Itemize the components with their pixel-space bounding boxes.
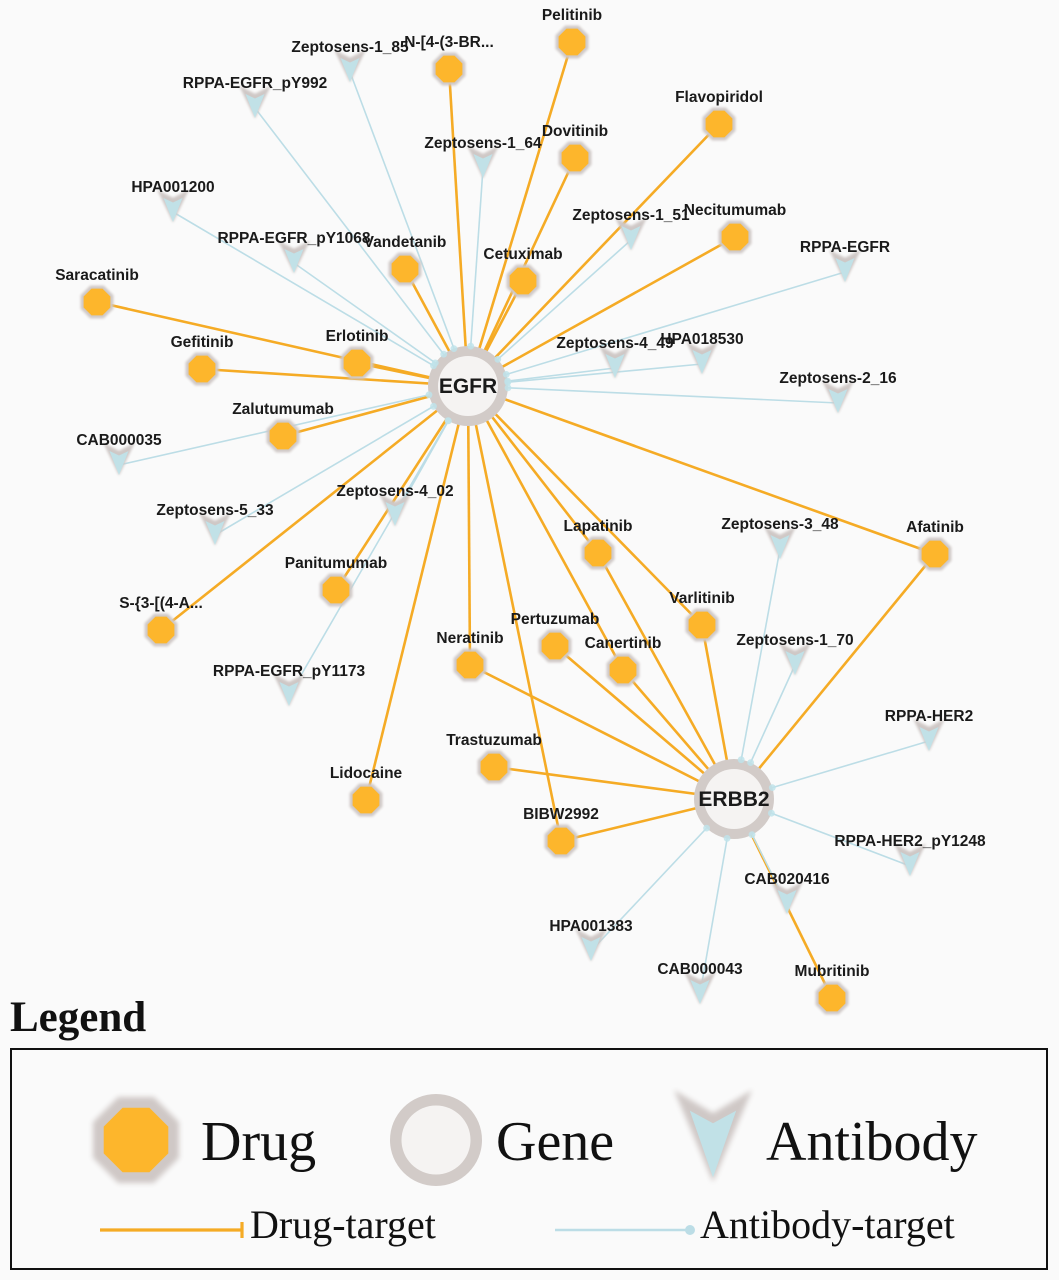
- svg-text:Gene: Gene: [496, 1111, 614, 1173]
- svg-text:RPPA-EGFR_pY1068: RPPA-EGFR_pY1068: [217, 230, 370, 247]
- svg-text:Erlotinib: Erlotinib: [326, 328, 389, 345]
- svg-text:Zeptosens-1_70: Zeptosens-1_70: [736, 632, 853, 649]
- svg-text:Canertinib: Canertinib: [585, 635, 662, 652]
- svg-text:Varlitinib: Varlitinib: [669, 590, 734, 607]
- svg-text:Zeptosens-1_51: Zeptosens-1_51: [572, 207, 690, 224]
- svg-text:Zeptosens-1_85: Zeptosens-1_85: [291, 39, 409, 56]
- svg-text:RPPA-HER2: RPPA-HER2: [885, 708, 973, 725]
- svg-text:Zeptosens-5_33: Zeptosens-5_33: [156, 502, 274, 519]
- svg-text:Saracatinib: Saracatinib: [55, 267, 139, 284]
- svg-text:Flavopiridol: Flavopiridol: [675, 89, 763, 106]
- svg-text:HPA001383: HPA001383: [549, 918, 633, 935]
- svg-text:RPPA-EGFR: RPPA-EGFR: [800, 239, 890, 256]
- svg-text:CAB000043: CAB000043: [657, 961, 743, 978]
- svg-text:Zeptosens-2_16: Zeptosens-2_16: [779, 370, 897, 387]
- svg-text:RPPA-EGFR_pY992: RPPA-EGFR_pY992: [183, 75, 327, 92]
- svg-text:Panitumumab: Panitumumab: [285, 555, 387, 572]
- svg-text:Pertuzumab: Pertuzumab: [511, 611, 600, 628]
- svg-text:Vandetanib: Vandetanib: [364, 234, 447, 251]
- svg-text:Antibody: Antibody: [766, 1111, 978, 1173]
- svg-text:ERBB2: ERBB2: [698, 788, 769, 811]
- svg-text:Neratinib: Neratinib: [436, 630, 503, 647]
- svg-text:N-[4-(3-BR...: N-[4-(3-BR...: [404, 34, 494, 51]
- svg-text:CAB000035: CAB000035: [76, 432, 162, 449]
- svg-text:S-{3-[(4-A...: S-{3-[(4-A...: [119, 595, 203, 612]
- svg-text:RPPA-EGFR_pY1173: RPPA-EGFR_pY1173: [213, 663, 366, 680]
- svg-text:Zeptosens-3_48: Zeptosens-3_48: [721, 516, 839, 533]
- svg-text:Lidocaine: Lidocaine: [330, 765, 403, 782]
- svg-text:Gefitinib: Gefitinib: [171, 334, 234, 351]
- svg-text:EGFR: EGFR: [439, 375, 497, 398]
- svg-text:Zalutumumab: Zalutumumab: [232, 401, 334, 418]
- svg-text:CAB020416: CAB020416: [744, 871, 830, 888]
- svg-text:Antibody-target: Antibody-target: [700, 1202, 955, 1247]
- svg-text:RPPA-HER2_pY1248: RPPA-HER2_pY1248: [834, 833, 986, 850]
- svg-text:HPA001200: HPA001200: [131, 179, 214, 196]
- svg-text:Drug-target: Drug-target: [250, 1202, 436, 1247]
- svg-text:Zeptosens-4_02: Zeptosens-4_02: [336, 483, 453, 500]
- svg-text:Afatinib: Afatinib: [906, 519, 964, 536]
- svg-text:Mubritinib: Mubritinib: [795, 963, 870, 980]
- svg-text:Cetuximab: Cetuximab: [483, 246, 562, 263]
- svg-text:Lapatinib: Lapatinib: [564, 518, 633, 535]
- svg-text:Zeptosens-1_64: Zeptosens-1_64: [424, 135, 542, 152]
- svg-text:BIBW2992: BIBW2992: [523, 806, 599, 823]
- svg-text:Pelitinib: Pelitinib: [542, 7, 602, 24]
- svg-text:Necitumumab: Necitumumab: [684, 202, 787, 219]
- svg-text:Zeptosens-4_49: Zeptosens-4_49: [556, 335, 674, 352]
- svg-text:Drug: Drug: [201, 1111, 316, 1173]
- svg-text:Dovitinib: Dovitinib: [542, 123, 608, 140]
- svg-text:Trastuzumab: Trastuzumab: [446, 732, 542, 749]
